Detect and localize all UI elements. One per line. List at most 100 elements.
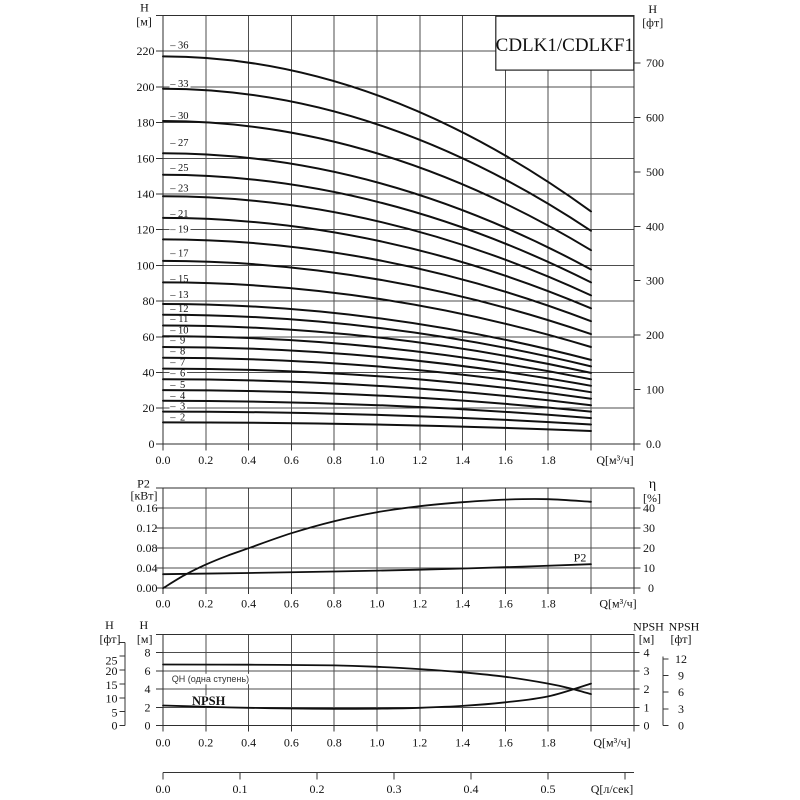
svg-text:6: 6 — [145, 664, 151, 678]
svg-text:H: H — [140, 1, 149, 15]
svg-text:600: 600 — [646, 111, 664, 125]
svg-text:1.2: 1.2 — [412, 736, 427, 750]
svg-text:36: 36 — [178, 41, 189, 52]
svg-text:–: – — [169, 369, 176, 380]
svg-text:–: – — [169, 304, 176, 315]
svg-text:[кВт]: [кВт] — [130, 489, 157, 503]
svg-text:5: 5 — [180, 380, 185, 391]
svg-text:–: – — [169, 290, 176, 301]
svg-text:0.4: 0.4 — [241, 736, 256, 750]
svg-text:7: 7 — [180, 358, 185, 369]
svg-text:33: 33 — [178, 79, 189, 90]
svg-text:10: 10 — [643, 561, 655, 575]
svg-text:0.2: 0.2 — [198, 453, 213, 467]
svg-text:40: 40 — [643, 501, 655, 515]
svg-text:160: 160 — [137, 151, 155, 165]
svg-text:Q[л/сек]: Q[л/сек] — [591, 782, 634, 796]
svg-text:0.8: 0.8 — [327, 453, 342, 467]
svg-text:–: – — [169, 380, 176, 391]
svg-text:4: 4 — [145, 682, 151, 696]
svg-text:25: 25 — [106, 654, 118, 668]
svg-text:1.2: 1.2 — [412, 597, 427, 611]
svg-text:5: 5 — [112, 706, 118, 720]
svg-text:H: H — [105, 618, 114, 632]
svg-text:220: 220 — [137, 44, 155, 58]
svg-text:25: 25 — [178, 163, 189, 174]
svg-text:20: 20 — [106, 664, 118, 678]
svg-text:15: 15 — [106, 678, 118, 692]
svg-text:12: 12 — [675, 652, 687, 666]
svg-text:13: 13 — [178, 290, 189, 301]
svg-text:0: 0 — [112, 718, 118, 732]
svg-text:[м]: [м] — [639, 632, 655, 646]
svg-text:140: 140 — [137, 187, 155, 201]
svg-text:80: 80 — [143, 294, 155, 308]
svg-text:100: 100 — [646, 383, 664, 397]
svg-text:NPSH: NPSH — [633, 620, 664, 634]
svg-text:3: 3 — [180, 402, 185, 413]
svg-text:3: 3 — [644, 664, 650, 678]
svg-text:–: – — [169, 402, 176, 413]
svg-text:0.00: 0.00 — [137, 581, 158, 595]
svg-text:Q[м³/ч]: Q[м³/ч] — [599, 597, 636, 611]
svg-text:–: – — [169, 336, 176, 347]
svg-text:300: 300 — [646, 274, 664, 288]
svg-text:Q[м³/ч]: Q[м³/ч] — [593, 736, 630, 750]
svg-text:12: 12 — [178, 304, 189, 315]
svg-text:η: η — [649, 477, 656, 492]
svg-text:1: 1 — [644, 700, 650, 714]
svg-text:0.8: 0.8 — [327, 736, 342, 750]
svg-text:0.1: 0.1 — [233, 782, 248, 796]
svg-text:1.4: 1.4 — [455, 736, 470, 750]
svg-text:–: – — [169, 79, 176, 90]
svg-text:60: 60 — [143, 330, 155, 344]
svg-text:2: 2 — [180, 413, 185, 424]
svg-text:27: 27 — [178, 138, 189, 149]
svg-text:40: 40 — [143, 366, 155, 380]
svg-text:–: – — [169, 41, 176, 52]
svg-text:[м]: [м] — [136, 15, 152, 29]
svg-text:2: 2 — [644, 682, 650, 696]
svg-text:23: 23 — [178, 184, 189, 195]
svg-text:0.6: 0.6 — [284, 736, 299, 750]
svg-text:8: 8 — [145, 646, 151, 660]
svg-text:2: 2 — [145, 700, 151, 714]
svg-text:P2: P2 — [137, 477, 150, 491]
svg-text:–: – — [169, 358, 176, 369]
svg-text:21: 21 — [178, 209, 189, 220]
svg-text:20: 20 — [143, 401, 155, 415]
svg-text:–: – — [169, 347, 176, 358]
svg-text:200: 200 — [646, 328, 664, 342]
svg-text:–: – — [169, 391, 176, 402]
svg-text:–: – — [169, 163, 176, 174]
svg-text:[м]: [м] — [137, 632, 153, 646]
svg-text:0.2: 0.2 — [198, 597, 213, 611]
svg-text:30: 30 — [643, 521, 655, 535]
svg-text:10: 10 — [106, 691, 118, 705]
svg-text:11: 11 — [178, 314, 188, 325]
svg-text:10: 10 — [178, 326, 189, 337]
svg-text:–: – — [169, 274, 176, 285]
svg-text:[фт]: [фт] — [99, 632, 120, 646]
svg-text:4: 4 — [644, 646, 650, 660]
svg-text:0.12: 0.12 — [137, 521, 158, 535]
svg-text:6: 6 — [180, 369, 185, 380]
svg-text:H: H — [139, 618, 148, 632]
svg-text:1.6: 1.6 — [498, 453, 513, 467]
svg-text:200: 200 — [137, 80, 155, 94]
svg-text:20: 20 — [643, 541, 655, 555]
svg-text:–: – — [169, 209, 176, 220]
svg-text:[фт]: [фт] — [670, 632, 691, 646]
svg-text:0.04: 0.04 — [137, 561, 158, 575]
svg-text:1.8: 1.8 — [541, 736, 556, 750]
svg-text:[%]: [%] — [643, 491, 661, 505]
svg-text:0.0: 0.0 — [156, 453, 171, 467]
svg-text:500: 500 — [646, 165, 664, 179]
svg-text:1.2: 1.2 — [412, 453, 427, 467]
svg-text:0.4: 0.4 — [241, 453, 256, 467]
svg-text:0.0: 0.0 — [156, 782, 171, 796]
svg-text:0.2: 0.2 — [198, 736, 213, 750]
svg-text:120: 120 — [137, 223, 155, 237]
svg-text:9: 9 — [678, 669, 684, 683]
svg-text:0: 0 — [145, 719, 151, 733]
